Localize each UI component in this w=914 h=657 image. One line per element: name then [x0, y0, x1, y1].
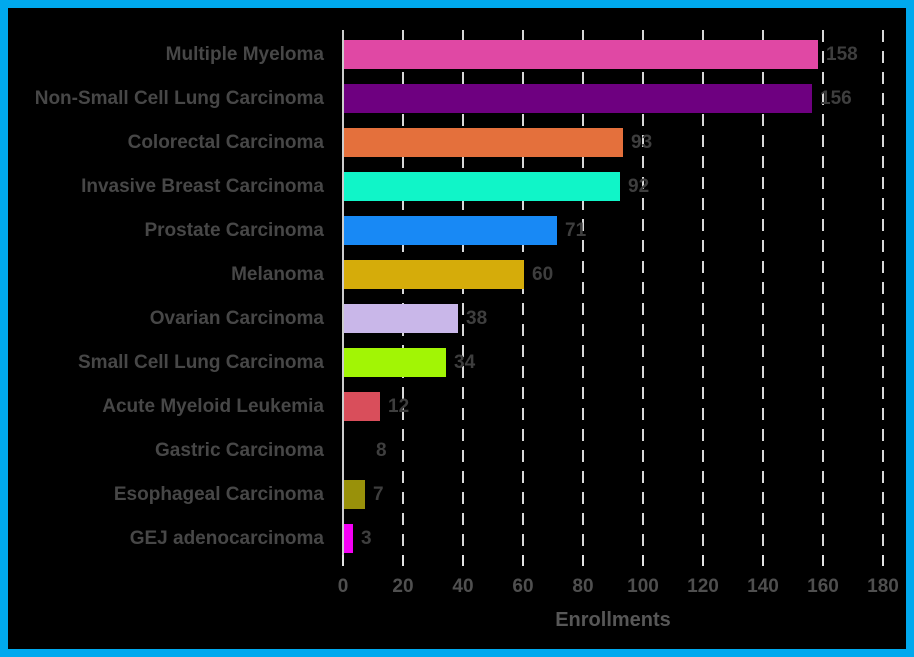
category-label: Melanoma [231, 264, 324, 285]
x-tick-label: 160 [807, 576, 839, 597]
gridline-x-140 [762, 30, 764, 561]
x-axis-tick [822, 555, 824, 566]
bar [344, 216, 557, 245]
bar [344, 260, 524, 289]
x-axis-tick [462, 555, 464, 566]
bar [344, 480, 365, 509]
x-axis-tick [702, 555, 704, 566]
bar [344, 436, 368, 465]
category-label: Acute Myeloid Leukemia [102, 396, 324, 417]
value-label: 92 [628, 176, 650, 197]
x-tick-label: 80 [572, 576, 594, 597]
category-label: Non-Small Cell Lung Carcinoma [34, 88, 324, 109]
value-label: 158 [826, 44, 858, 65]
bar [344, 392, 380, 421]
bar [344, 40, 818, 69]
gridline-x-40 [462, 30, 464, 561]
gridline-x-100 [642, 30, 644, 561]
bar [344, 304, 458, 333]
category-label: Esophageal Carcinoma [113, 484, 324, 505]
x-tick-label: 60 [512, 576, 534, 597]
category-label: Multiple Myeloma [165, 44, 324, 65]
value-label: 38 [466, 308, 488, 329]
x-axis-tick [522, 555, 524, 566]
gridline-x-60 [522, 30, 524, 561]
x-tick-label: 100 [627, 576, 659, 597]
category-label: Gastric Carcinoma [155, 440, 324, 461]
value-label: 156 [820, 88, 852, 109]
x-axis-tick [342, 555, 344, 566]
plot-area: 0 20 40 60 80 100 120 140 160 180 Multiple Myeloma… [8, 8, 906, 649]
x-axis-tick [882, 555, 884, 566]
bar [344, 524, 353, 553]
value-label: 93 [631, 132, 653, 153]
x-tick-label: 0 [337, 576, 349, 597]
bar [344, 128, 623, 157]
gridline-x-160 [822, 30, 824, 561]
gridline-x-20 [402, 30, 404, 561]
x-tick-label: 140 [747, 576, 779, 597]
x-tick-label: 180 [867, 576, 899, 597]
value-label: 8 [376, 440, 387, 461]
gridline-x-120 [702, 30, 704, 561]
category-label: Colorectal Carcinoma [127, 132, 324, 153]
bar [344, 348, 446, 377]
x-tick-label: 40 [452, 576, 474, 597]
gridline-x-180 [882, 30, 884, 561]
value-label: 7 [373, 484, 384, 505]
bar [344, 84, 812, 113]
bar [344, 172, 620, 201]
x-axis-tick [642, 555, 644, 566]
x-axis-tick [402, 555, 404, 566]
x-axis-title: Enrollments [555, 609, 671, 631]
value-label: 71 [565, 220, 587, 241]
x-axis-tick [762, 555, 764, 566]
value-label: 3 [361, 528, 372, 549]
x-tick-label: 120 [687, 576, 719, 597]
x-tick-label: 20 [392, 576, 414, 597]
category-label: Prostate Carcinoma [144, 220, 324, 241]
value-label: 12 [388, 396, 410, 417]
gridline-x-80 [582, 30, 584, 561]
x-axis-tick [582, 555, 584, 566]
category-label: Invasive Breast Carcinoma [81, 176, 324, 197]
y-axis-line [342, 30, 344, 561]
value-label: 60 [532, 264, 554, 285]
category-label: Ovarian Carcinoma [149, 308, 324, 329]
category-label: GEJ adenocarcinoma [129, 528, 324, 549]
category-label: Small Cell Lung Carcinoma [78, 352, 324, 373]
value-label: 34 [454, 352, 476, 373]
